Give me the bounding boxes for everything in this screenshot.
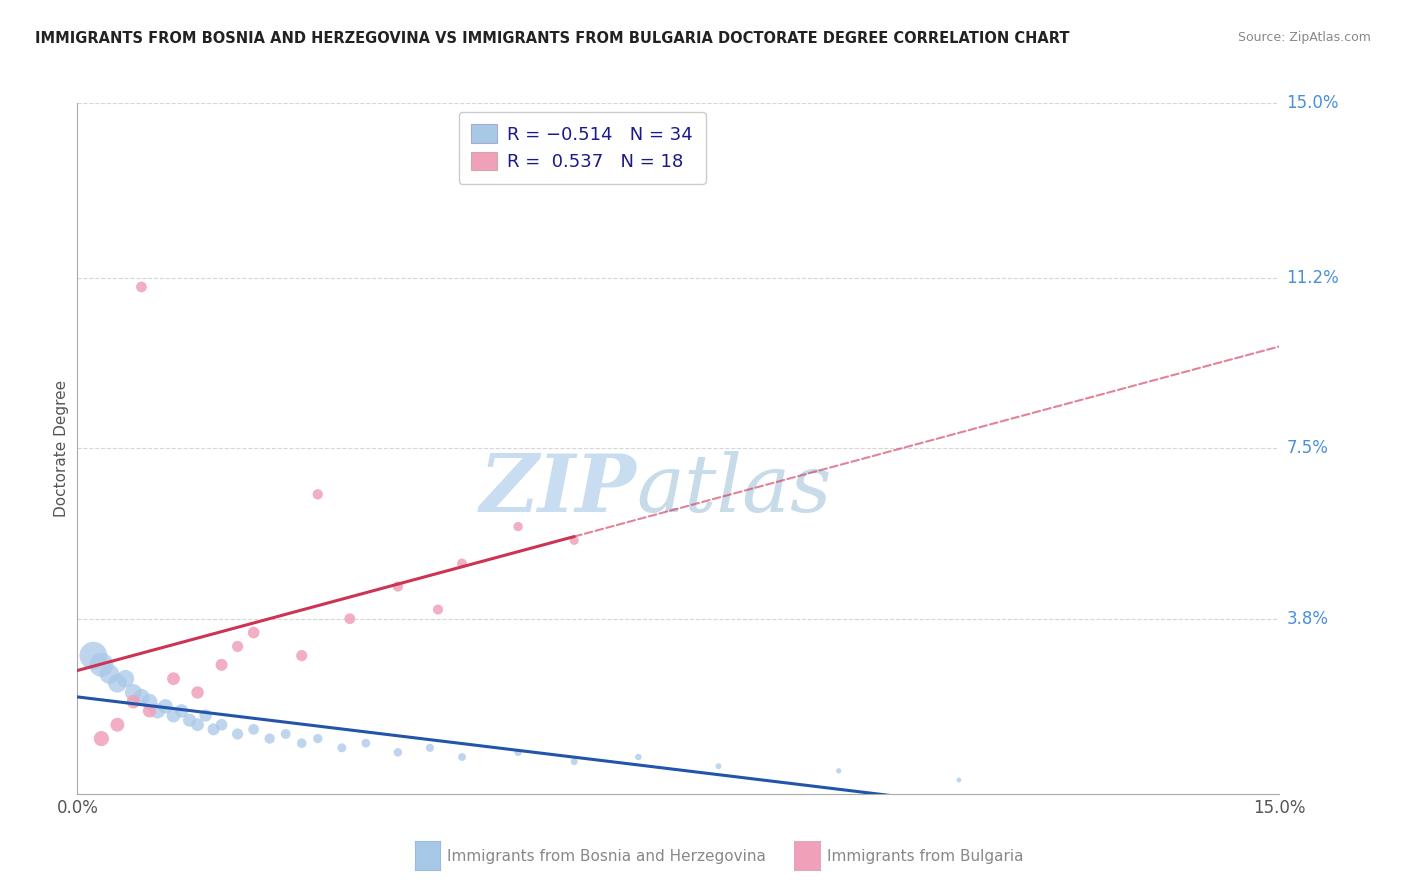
Point: [211, 657, 233, 672]
Point: [114, 672, 136, 686]
Point: [242, 723, 264, 737]
Text: 11.2%: 11.2%: [1286, 268, 1340, 286]
Point: [387, 746, 409, 760]
Point: [828, 764, 851, 778]
Point: [451, 557, 474, 571]
Point: [419, 740, 441, 755]
Text: IMMIGRANTS FROM BOSNIA AND HERZEGOVINA VS IMMIGRANTS FROM BULGARIA DOCTORATE DEG: IMMIGRANTS FROM BOSNIA AND HERZEGOVINA V…: [35, 31, 1070, 46]
Text: atlas: atlas: [637, 451, 832, 528]
Point: [562, 755, 585, 769]
Point: [291, 736, 314, 750]
Point: [186, 685, 209, 699]
Text: ZIP: ZIP: [479, 451, 637, 528]
Y-axis label: Doctorate Degree: Doctorate Degree: [53, 380, 69, 516]
Point: [508, 519, 530, 533]
Point: [707, 759, 730, 773]
Point: [122, 695, 145, 709]
Point: [107, 676, 129, 690]
Legend: R = −0.514   N = 34, R =  0.537   N = 18: R = −0.514 N = 34, R = 0.537 N = 18: [458, 112, 706, 184]
Point: [162, 708, 184, 723]
Point: [562, 533, 585, 548]
Point: [291, 648, 314, 663]
Point: [242, 625, 264, 640]
Point: [138, 704, 160, 718]
Point: [948, 772, 970, 788]
Point: [90, 731, 112, 746]
Point: [186, 717, 209, 731]
Point: [82, 648, 104, 663]
Point: [122, 685, 145, 699]
Point: [98, 667, 121, 681]
Point: [508, 746, 530, 760]
Text: 3.8%: 3.8%: [1286, 610, 1329, 628]
Point: [451, 750, 474, 764]
Point: [427, 602, 450, 616]
Text: Immigrants from Bulgaria: Immigrants from Bulgaria: [827, 849, 1024, 863]
Point: [259, 731, 281, 746]
Point: [330, 740, 353, 755]
Point: [307, 731, 329, 746]
Point: [226, 640, 249, 654]
Point: [155, 699, 177, 714]
Point: [354, 736, 377, 750]
Point: [90, 657, 112, 672]
Point: [627, 750, 650, 764]
Point: [387, 580, 409, 594]
Point: [307, 487, 329, 501]
Text: Source: ZipAtlas.com: Source: ZipAtlas.com: [1237, 31, 1371, 45]
Point: [226, 727, 249, 741]
Point: [138, 695, 160, 709]
Point: [107, 717, 129, 731]
Point: [274, 727, 297, 741]
Point: [131, 280, 153, 294]
Point: [162, 672, 184, 686]
Point: [211, 717, 233, 731]
Text: Immigrants from Bosnia and Herzegovina: Immigrants from Bosnia and Herzegovina: [447, 849, 766, 863]
Point: [179, 713, 201, 727]
Point: [339, 612, 361, 626]
Point: [146, 704, 169, 718]
Point: [194, 708, 217, 723]
Text: 7.5%: 7.5%: [1286, 439, 1329, 458]
Point: [202, 723, 225, 737]
Point: [131, 690, 153, 705]
Point: [170, 704, 193, 718]
Text: 15.0%: 15.0%: [1286, 94, 1339, 112]
